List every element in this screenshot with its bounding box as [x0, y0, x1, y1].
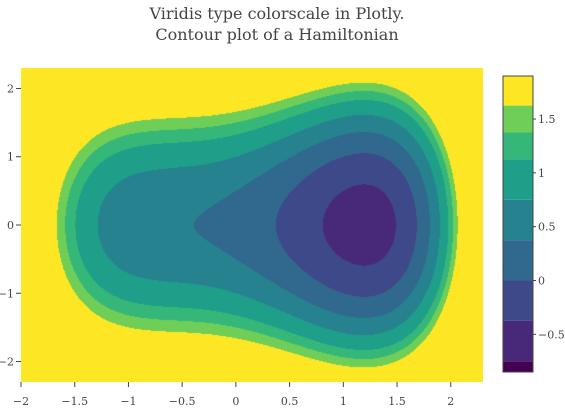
colorbar-tick-label: 1	[538, 167, 545, 180]
colorbar-band	[503, 240, 533, 281]
colorbar-band	[503, 76, 533, 106]
colorbar-band	[503, 132, 533, 160]
colorbar-band	[503, 159, 533, 200]
y-tick-label: 1	[7, 151, 14, 164]
y-axis: −2 −1 0 1 2	[0, 82, 21, 369]
y-tick-label: 2	[7, 82, 14, 95]
colorbar-tick-label: 0	[538, 275, 545, 288]
x-tick-label: −1	[120, 395, 136, 408]
y-tick-label: −2	[0, 356, 14, 369]
colorbar-band	[503, 199, 533, 241]
y-tick-label: 0	[7, 219, 14, 232]
contour-plot-area	[21, 68, 483, 382]
x-tick-label: 0.5	[281, 395, 299, 408]
x-tick-label: −1.5	[61, 395, 88, 408]
x-tick-label: 1.5	[388, 395, 406, 408]
colorbar-band	[503, 105, 533, 133]
colorbar-tick-label: 1.5	[538, 113, 556, 126]
x-tick-label: −2	[13, 395, 29, 408]
x-tick-label: 0	[232, 395, 239, 408]
x-tick-label: 2	[447, 395, 454, 408]
chart-title-line-2: Contour plot of a Hamiltonian	[155, 25, 398, 44]
x-tick-label: 1	[340, 395, 347, 408]
x-tick-label: −0.5	[169, 395, 196, 408]
contour-fill-image	[21, 68, 483, 382]
colorbar-band	[503, 280, 533, 321]
colorbar-band	[503, 361, 533, 372]
colorbar-tick-label: 0.5	[538, 221, 556, 234]
colorbar-band	[503, 320, 533, 362]
y-tick-label: −1	[0, 287, 14, 300]
chart-title-line-1: Viridis type colorscale in Plotly.	[148, 4, 404, 23]
x-axis: −2 −1.5 −1 −0.5 0 0.5 1 1.5 2	[13, 382, 454, 408]
colorbar-tick-label: −0.5	[538, 328, 565, 341]
colorbar: −0.5 0 0.5 1 1.5	[502, 75, 565, 373]
colorbar-frame	[502, 75, 534, 373]
